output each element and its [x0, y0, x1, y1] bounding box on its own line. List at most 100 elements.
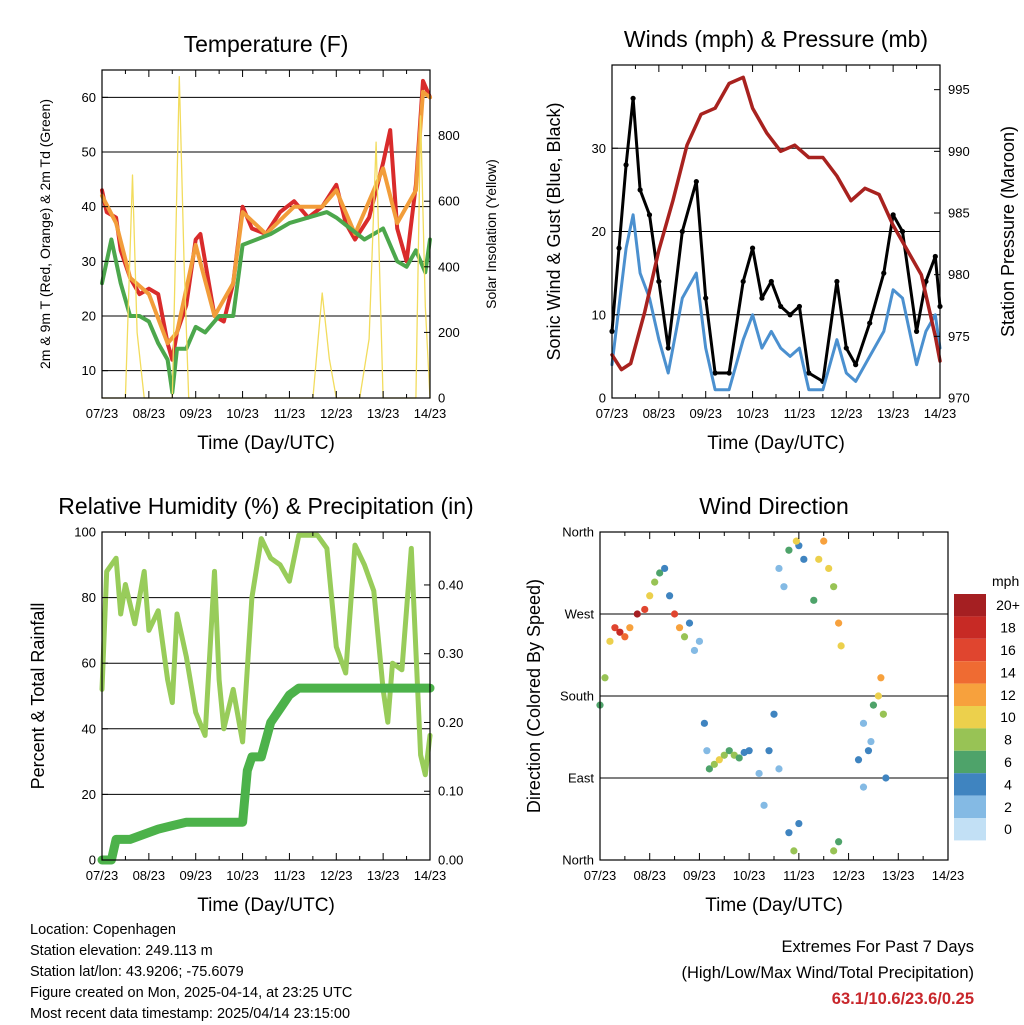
- x-tick-label: 13/23: [877, 406, 910, 421]
- chart-rh: Relative Humidity (%) & Precipitation (i…: [28, 493, 474, 916]
- gust-point: [778, 303, 784, 310]
- x-tick-label: 14/23: [414, 868, 447, 883]
- x-tick-label: 09/23: [683, 868, 716, 883]
- direction-point: [735, 754, 743, 762]
- y-right-tick-label: 0: [438, 391, 445, 406]
- gust-point: [834, 278, 840, 285]
- gust-point: [616, 245, 622, 251]
- y-right-tick-label: 400: [438, 259, 460, 274]
- gust-point: [665, 345, 671, 351]
- legend-label: 20+: [996, 597, 1020, 613]
- gust-point: [759, 295, 765, 301]
- gust-point: [768, 278, 774, 285]
- x-tick-label: 14/23: [924, 406, 957, 421]
- direction-point: [606, 637, 614, 645]
- y-right-axis-label: Station Pressure (Maroon): [998, 126, 1018, 337]
- meteogram-figure: Temperature (F) 07/23 08/23 09/23 10/23 11/23…: [28, 26, 1020, 916]
- direction-point: [715, 756, 723, 764]
- direction-point: [780, 583, 788, 591]
- y-tick-label: 10: [82, 363, 96, 378]
- y-axis-label: Sonic Wind & Gust (Blue, Black): [544, 102, 564, 360]
- legend-swatch: [954, 706, 986, 729]
- y-tick-label: South: [560, 689, 594, 704]
- direction-point: [770, 710, 778, 718]
- gust-point: [787, 312, 793, 318]
- direction-point: [685, 619, 694, 627]
- legend-swatch: [954, 616, 986, 639]
- x-axis-label: Time (Day/UTC): [197, 433, 335, 454]
- x-tick-label: 12/23: [830, 406, 863, 421]
- x-axis-label: Time (Day/UTC): [197, 895, 335, 916]
- x-tick-label: 12/23: [320, 868, 353, 883]
- y-tick-label: 20: [592, 224, 606, 239]
- direction-point: [825, 564, 833, 573]
- y-axis-label: Percent & Total Rainfall: [28, 603, 48, 790]
- y-tick-label: 60: [82, 656, 96, 671]
- x-tick-label: 07/23: [86, 406, 119, 421]
- y-right-tick-label: 600: [438, 194, 460, 209]
- direction-point: [705, 765, 713, 773]
- legend-swatch: [954, 661, 986, 684]
- gust-point: [693, 178, 699, 185]
- direction-point: [720, 751, 728, 759]
- direction-point: [765, 747, 773, 755]
- x-tick-label: 09/23: [689, 406, 722, 421]
- legend-title: mph: [992, 573, 1019, 589]
- y-tick-label: 50: [82, 145, 96, 160]
- legend-label: 18: [1000, 620, 1016, 636]
- y-tick-label: 20: [82, 309, 96, 324]
- gust-point: [679, 228, 685, 235]
- chart-temp: Temperature (F) 07/23 08/23 09/23 10/23 11/23…: [37, 31, 499, 454]
- direction-point: [882, 774, 890, 782]
- y-tick-label: 40: [82, 199, 96, 214]
- y-tick-label: North: [562, 525, 594, 540]
- direction-point: [760, 801, 768, 809]
- chart-title: Relative Humidity (%) & Precipitation (i…: [58, 493, 473, 519]
- x-tick-label: 13/23: [367, 406, 400, 421]
- y-right-tick-label: 980: [948, 267, 970, 282]
- direction-point: [785, 546, 793, 554]
- x-tick-label: 10/23: [226, 406, 259, 421]
- direction-point: [680, 633, 689, 641]
- recent-timestamp-text: Most recent data timestamp: 2025/04/14 2…: [30, 1006, 351, 1022]
- direction-point: [785, 829, 793, 837]
- x-tick-label: 14/23: [414, 406, 447, 421]
- y-right-tick-label: 200: [438, 325, 460, 340]
- direction-point: [710, 760, 718, 768]
- x-tick-label: 07/23: [86, 868, 119, 883]
- direction-point: [616, 628, 624, 636]
- direction-point: [815, 555, 823, 563]
- gust-point: [656, 278, 662, 285]
- y-right-tick-label: 800: [438, 128, 460, 143]
- extremes-box: Extremes For Past 7 Days (High/Low/Max W…: [681, 934, 974, 1012]
- legend-swatch: [954, 638, 986, 662]
- legend-label: 14: [1000, 664, 1016, 680]
- direction-point: [830, 583, 838, 591]
- gust-point: [630, 95, 636, 101]
- direction-point: [869, 701, 878, 709]
- y-right-tick-label: 0.00: [438, 853, 463, 868]
- y-right-tick-label: 995: [948, 82, 970, 97]
- chart-title: Temperature (F): [184, 31, 349, 57]
- direction-point: [877, 674, 885, 682]
- direction-point: [792, 537, 800, 545]
- gust-point: [740, 278, 746, 285]
- direction-point: [601, 674, 609, 682]
- direction-point: [810, 596, 818, 604]
- x-tick-label: 08/23: [133, 868, 166, 883]
- x-tick-label: 10/23: [736, 406, 769, 421]
- legend-label: 0: [1004, 821, 1012, 837]
- direction-point: [745, 747, 753, 755]
- direction-point: [661, 564, 669, 573]
- direction-point: [646, 592, 654, 600]
- direction-point: [775, 765, 783, 773]
- y-right-tick-label: 985: [948, 206, 970, 221]
- y-right-tick-label: 0.10: [438, 784, 463, 799]
- extremes-title: Extremes For Past 7 Days: [781, 938, 974, 956]
- gust-point: [881, 270, 887, 276]
- x-tick-label: 13/23: [882, 868, 915, 883]
- chart-title: Wind Direction: [699, 493, 849, 519]
- created-text: Figure created on Mon, 2025-04-14, at 23…: [30, 985, 353, 1001]
- legend-label: 16: [1000, 642, 1016, 658]
- y-right-tick-label: 970: [948, 391, 970, 406]
